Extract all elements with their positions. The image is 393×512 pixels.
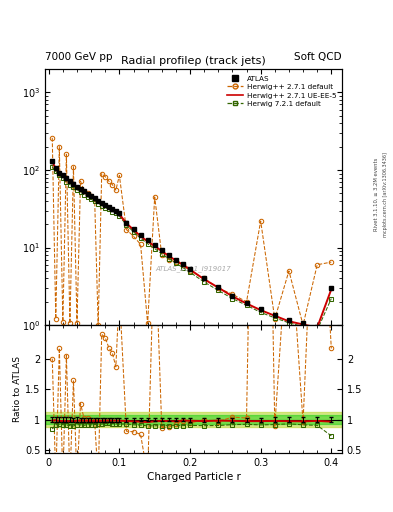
Bar <box>45 415 342 424</box>
Text: 7000 GeV pp: 7000 GeV pp <box>45 52 113 62</box>
Text: mcplots.cern.ch [arXiv:1306.3436]: mcplots.cern.ch [arXiv:1306.3436] <box>383 152 387 237</box>
Text: ATLAS_2011_I919017: ATLAS_2011_I919017 <box>156 265 231 272</box>
Text: Rivet 3.1.10, ≥ 3.2M events: Rivet 3.1.10, ≥ 3.2M events <box>374 158 379 231</box>
Title: Radial profileρ (track jets): Radial profileρ (track jets) <box>121 56 266 66</box>
Y-axis label: Ratio to ATLAS: Ratio to ATLAS <box>13 356 22 422</box>
X-axis label: Charged Particle r: Charged Particle r <box>147 472 241 482</box>
Bar <box>45 412 342 427</box>
Legend: ATLAS, Herwig++ 2.7.1 default, Herwig++ 2.7.1 UE-EE-5, Herwig 7.2.1 default: ATLAS, Herwig++ 2.7.1 default, Herwig++ … <box>225 73 338 109</box>
Text: Soft QCD: Soft QCD <box>294 52 342 62</box>
